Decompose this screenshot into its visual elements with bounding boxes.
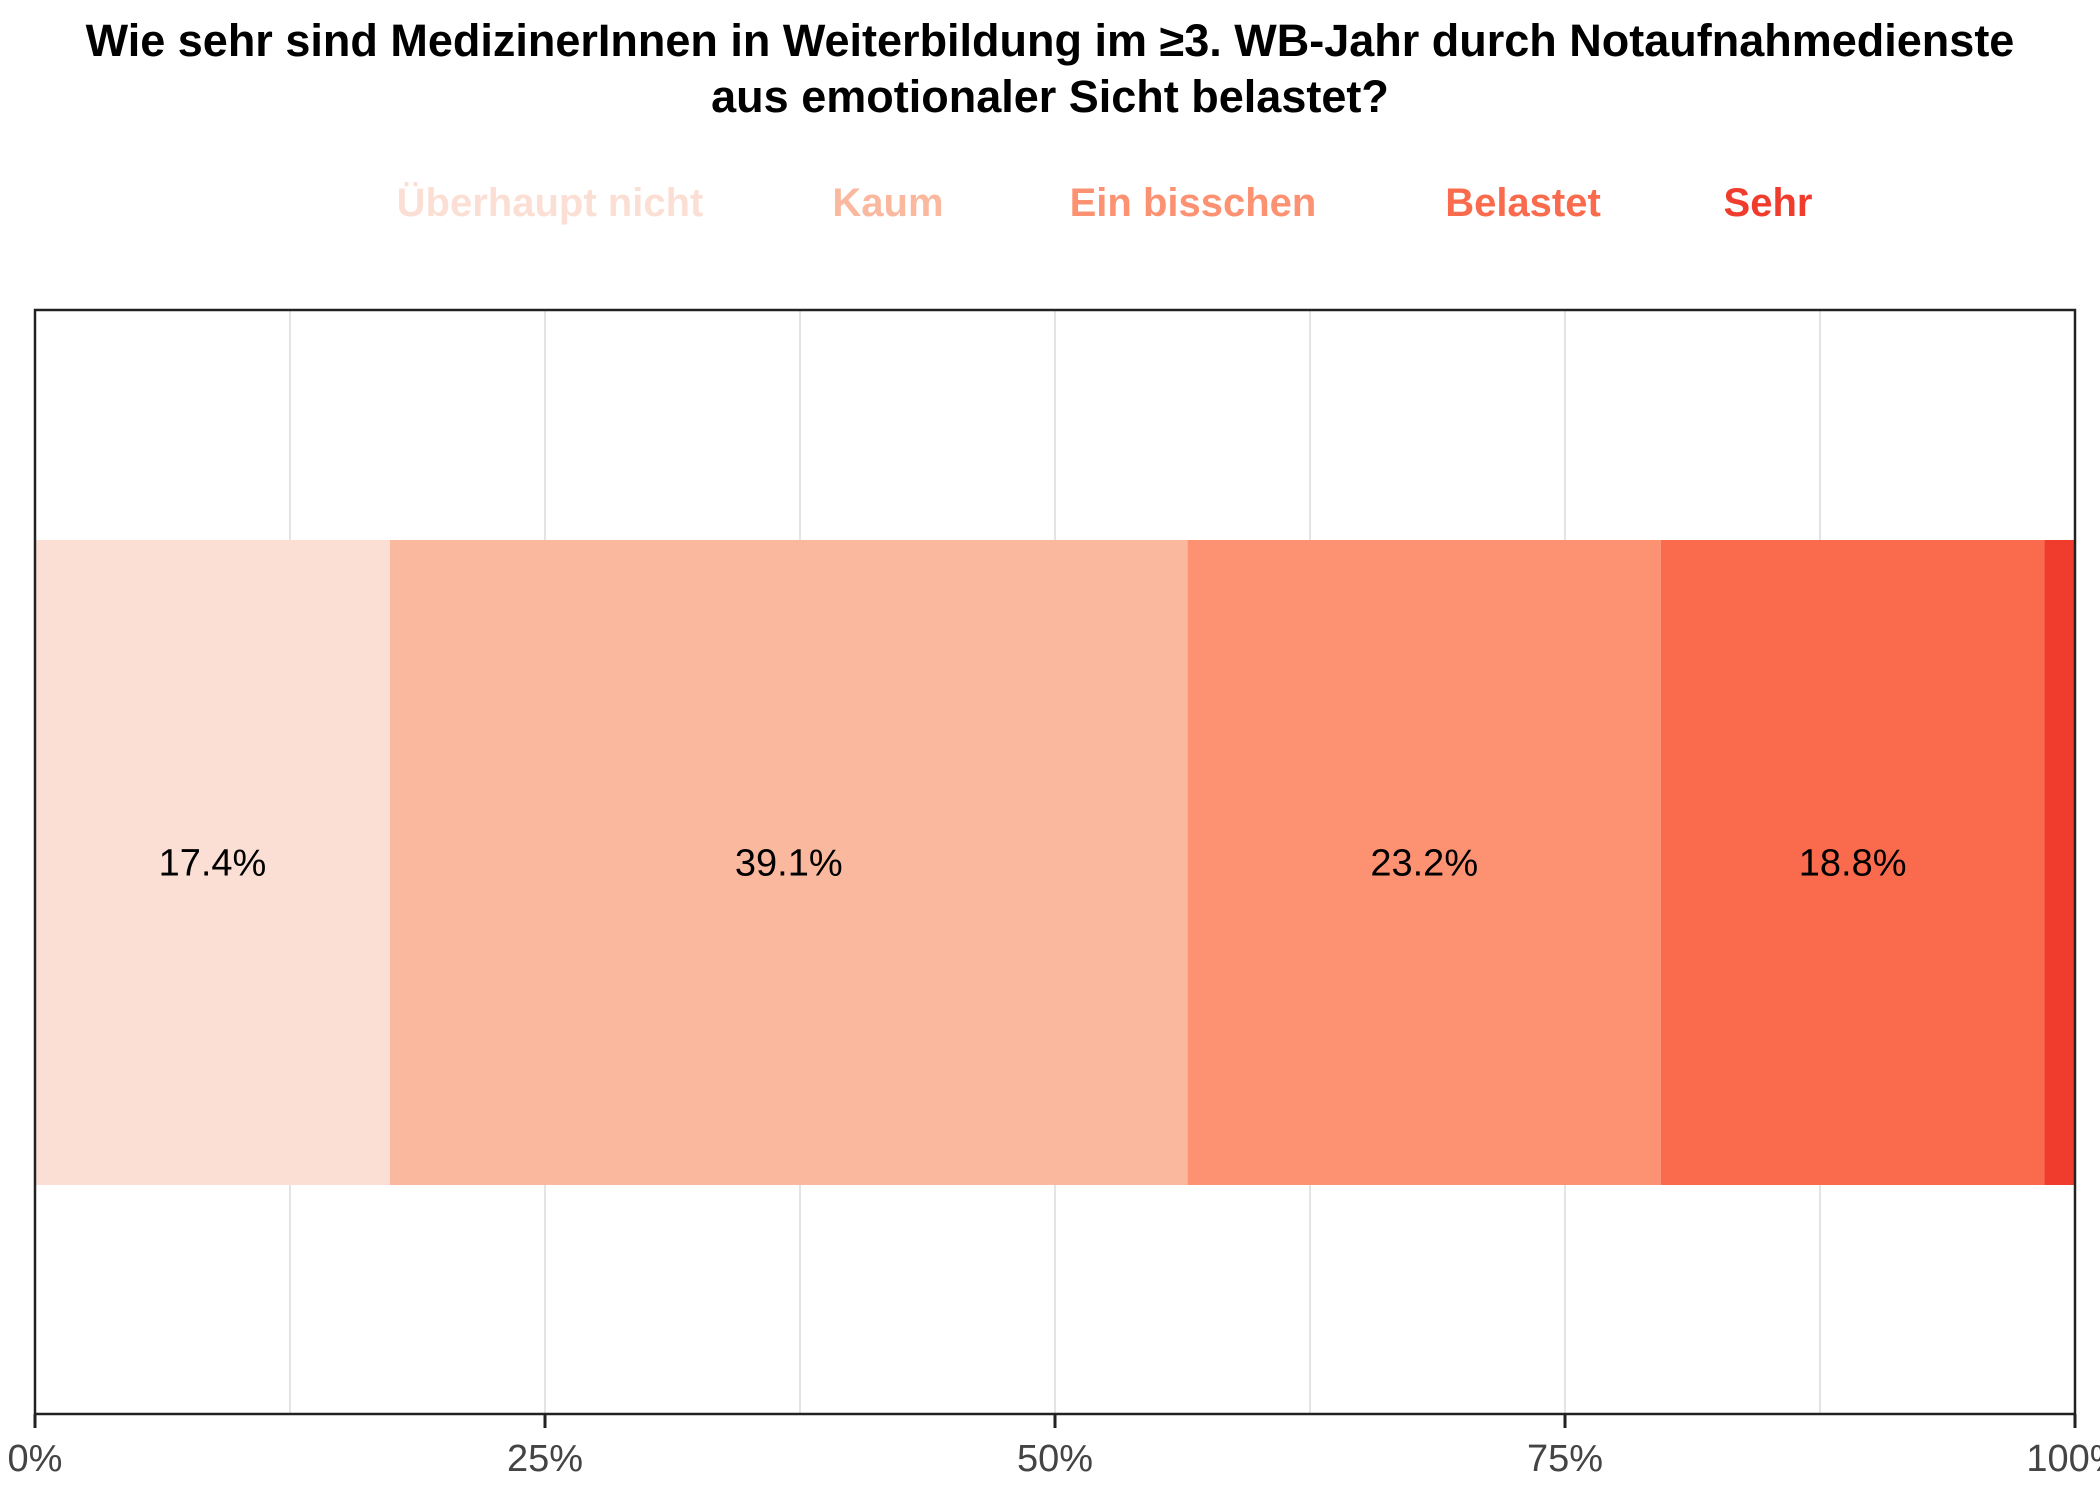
stacked-bar <box>35 540 2075 1185</box>
bar-segment-ein-bisschen <box>1187 540 1661 1185</box>
chart-title-line-1: Wie sehr sind MedizinerInnen in Weiterbi… <box>86 15 2015 66</box>
x-tick-label: 100% <box>2026 1438 2100 1480</box>
bar-label-kaum: 39.1% <box>735 843 843 885</box>
legend-item-berhaupt-nicht: Überhaupt nicht <box>397 180 704 225</box>
bar-labels: 17.4% 39.1% 23.2% 18.8% <box>159 843 1907 885</box>
bar-segment-sehr <box>2044 540 2075 1185</box>
chart-title-line-2: aus emotionaler Sicht belastet? <box>711 71 1389 122</box>
legend-item-kaum: Kaum <box>832 181 943 225</box>
bar-segment-berhaupt-nicht <box>35 540 390 1185</box>
bar-segment-belastet <box>1660 540 2045 1185</box>
x-tick-label: 25% <box>507 1438 583 1480</box>
legend-item-belastet: Belastet <box>1445 181 1601 225</box>
bar-label-belastet: 18.8% <box>1799 843 1907 885</box>
legend: Überhaupt nicht Kaum Ein bisschen Belastet S… <box>397 180 1813 225</box>
x-tick-label: 50% <box>1017 1438 1093 1480</box>
legend-item-sehr: Sehr <box>1724 181 1813 225</box>
bar-label-ein-bisschen: 23.2% <box>1370 843 1478 885</box>
legend-item-ein-bisschen: Ein bisschen <box>1070 181 1317 225</box>
bar-label-berhaupt-nicht: 17.4% <box>159 843 267 885</box>
x-axis: 0% 25% 50% 75% 100% <box>8 1414 2100 1480</box>
x-tick-label: 0% <box>8 1438 63 1480</box>
x-tick-label: 75% <box>1527 1438 1603 1480</box>
bar-segment-kaum <box>389 540 1188 1185</box>
